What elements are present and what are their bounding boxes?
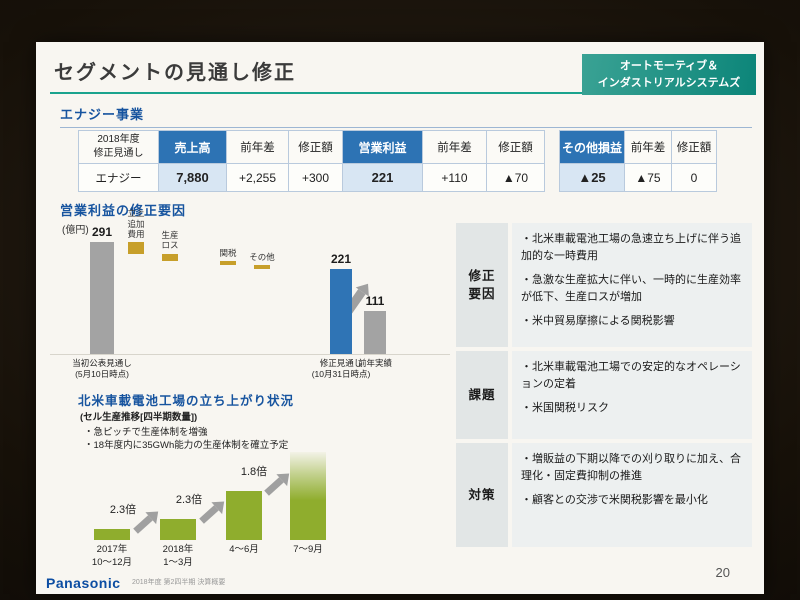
waterfall-category-label: 前年実績 bbox=[357, 358, 392, 368]
energy-section-heading: エナジー事業 bbox=[60, 104, 752, 128]
value-cell: ▲25 bbox=[560, 164, 625, 192]
footer-note: 2018年度 第2四半期 決算概要 bbox=[132, 579, 226, 586]
waterfall-delta-label: 立上追加費用 bbox=[127, 208, 145, 239]
value-cell: ▲70 bbox=[487, 164, 545, 192]
value-cell: 0 bbox=[672, 164, 717, 192]
value-cell: 221 bbox=[343, 164, 423, 192]
waterfall-delta-label: 関税 bbox=[219, 248, 237, 259]
factor-bullet: ・顧客との交渉で米関税影響を最小化 bbox=[521, 494, 708, 506]
waterfall-value-label: 221 bbox=[330, 251, 352, 266]
value-cell: ▲75 bbox=[625, 164, 672, 192]
waterfall-bar bbox=[128, 242, 144, 254]
battery-note-1: ・急ピッチで生産体制を増強 bbox=[84, 427, 208, 438]
value-cell: +2,255 bbox=[227, 164, 289, 192]
battery-category-label: 7～9月 bbox=[293, 544, 323, 555]
waterfall-axis: 当初公表見通し (5月10日時点) 修正見通し (10月31日時点) 前年実績 bbox=[50, 356, 450, 390]
energy-table-wrap: 2018年度 修正見通し 売上高 前年差 修正額 営業利益 前年差 修正額 エナジー 7,880… bbox=[78, 130, 717, 192]
column-header: 修正額 bbox=[289, 131, 343, 164]
page-title: セグメントの見通し修正 bbox=[54, 62, 296, 84]
factor-bullet: ・増販益の下期以降での刈り取りに加え、合理化・固定費抑制の推進 bbox=[521, 453, 741, 482]
waterfall-bar bbox=[364, 311, 386, 354]
value-cell: 7,880 bbox=[159, 164, 227, 192]
battery-chart-subtitle: (セル生産推移[四半期数量]) bbox=[80, 412, 198, 423]
factor-bullet: ・北米車載電池工場の急速立ち上げに伴う追加的な一時費用 bbox=[521, 233, 741, 262]
column-header: 修正額 bbox=[672, 131, 717, 164]
battery-category-label: 2018年 1～3月 bbox=[162, 544, 194, 568]
energy-table-sub: その他損益 前年差 修正額 ▲25 ▲75 0 bbox=[559, 130, 717, 192]
waterfall-bar bbox=[90, 242, 114, 354]
multiplier-label: 2.3倍 bbox=[175, 493, 203, 506]
growth-arrow bbox=[199, 504, 219, 524]
battery-category-label: 2017年 10～12月 bbox=[91, 544, 133, 568]
waterfall-plot: 291 立上追加費用 生産ロス関税 その他 221 111 bbox=[50, 208, 450, 355]
waterfall-bar bbox=[162, 253, 178, 262]
division-badge-line2: インダストリアルシステムズ bbox=[597, 76, 741, 89]
waterfall-bar bbox=[254, 265, 270, 269]
column-header: 前年差 bbox=[625, 131, 672, 164]
factor-row-content: ・北米車載電池工場での安定的なオペレーションの定着・米国関税リスク bbox=[512, 351, 752, 439]
waterfall-bar bbox=[330, 268, 352, 354]
waterfall-value-label: 111 bbox=[365, 294, 385, 309]
battery-axis: 2017年 10～12月 2018年 1～3月 4～6月 7～9月 bbox=[76, 542, 376, 576]
multiplier-label: 2.3倍 bbox=[109, 504, 137, 516]
factor-bullet: ・急激な生産拡大に伴い、一時的に生産効率が低下、生産ロスが増加 bbox=[521, 274, 741, 303]
table-corner-label: 2018年度 修正見通し bbox=[79, 131, 159, 164]
column-header: その他損益 bbox=[560, 131, 625, 164]
multiplier-label: 1.8倍 bbox=[240, 465, 268, 478]
division-badge: オートモーティブ＆ インダストリアルシステムズ bbox=[582, 54, 756, 95]
column-header: 前年差 bbox=[423, 131, 487, 164]
energy-table-main: 2018年度 修正見通し 売上高 前年差 修正額 営業利益 前年差 修正額 エナジー 7,880… bbox=[78, 130, 545, 192]
battery-bar bbox=[290, 452, 326, 540]
battery-note-2: ・18年度内に35GWh能力の生産体制を確立予定 bbox=[84, 440, 289, 451]
waterfall-category-label: 当初公表見通し (5月10日時点) bbox=[72, 358, 132, 380]
value-cell: +110 bbox=[423, 164, 487, 192]
factor-row-label: 対策 bbox=[456, 443, 508, 547]
factor-bullet: ・北米車載電池工場での安定的なオペレーションの定着 bbox=[521, 361, 741, 390]
battery-chart-title: 北米車載電池工場の立ち上がり状況 bbox=[78, 394, 295, 408]
factor-row-content: ・増販益の下期以降での刈り取りに加え、合理化・固定費抑制の推進・顧客との交渉で米… bbox=[512, 443, 752, 547]
waterfall-delta-label: その他 bbox=[249, 251, 275, 262]
factor-row-label: 課題 bbox=[456, 351, 508, 439]
factor-row: 修正 要因 ・北米車載電池工場の急速立ち上げに伴う追加的な一時費用 ・急激な生産拡大… bbox=[456, 223, 752, 347]
factor-row: 対策 ・増販益の下期以降での刈り取りに加え、合理化・固定費抑制の推進・顧客との交渉… bbox=[456, 443, 752, 547]
growth-arrow bbox=[264, 477, 284, 496]
battery-plot: 2.3倍 2.3倍 1.8倍 bbox=[76, 448, 376, 540]
factor-row: 課題 ・北米車載電池工場での安定的なオペレーションの定着・米国関税リスク bbox=[456, 351, 752, 439]
factor-panel: 修正 要因 ・北米車載電池工場の急速立ち上げに伴う追加的な一時費用 ・急激な生産拡大… bbox=[456, 223, 752, 547]
waterfall-category-label: 修正見通し (10月31日時点) bbox=[311, 358, 371, 380]
battery-category-label: 4～6月 bbox=[229, 544, 259, 555]
presentation-slide: セグメントの見通し修正 オートモーティブ＆ インダストリアルシステムズ エナジー… bbox=[36, 42, 764, 594]
battery-bar bbox=[94, 529, 130, 540]
title-underline bbox=[50, 92, 595, 94]
column-header: 営業利益 bbox=[343, 131, 423, 164]
panasonic-logo: Panasonic bbox=[46, 575, 121, 591]
waterfall-title: 営業利益の修正要因 bbox=[60, 203, 187, 218]
waterfall-bar bbox=[220, 261, 236, 266]
factor-bullet: ・米中貿易摩擦による関税影響 bbox=[521, 315, 675, 327]
column-header: 修正額 bbox=[487, 131, 545, 164]
division-badge-line1: オートモーティブ＆ bbox=[619, 60, 719, 72]
battery-bar bbox=[226, 490, 262, 540]
page-number: 20 bbox=[715, 565, 730, 580]
waterfall-delta-label: 生産ロス bbox=[161, 230, 179, 251]
waterfall-value-label: 291 bbox=[91, 225, 113, 239]
battery-bar bbox=[160, 518, 196, 540]
waterfall-unit-label: (億円) bbox=[62, 225, 89, 236]
factor-row-label: 修正 要因 bbox=[456, 223, 508, 347]
growth-arrow bbox=[133, 515, 153, 534]
column-header: 前年差 bbox=[227, 131, 289, 164]
value-cell: +300 bbox=[289, 164, 343, 192]
factor-row-content: ・北米車載電池工場の急速立ち上げに伴う追加的な一時費用 ・急激な生産拡大に伴い、一… bbox=[512, 223, 752, 347]
column-header: 売上高 bbox=[159, 131, 227, 164]
row-label: エナジー bbox=[79, 164, 159, 192]
factor-bullet: ・米国関税リスク bbox=[521, 402, 609, 414]
